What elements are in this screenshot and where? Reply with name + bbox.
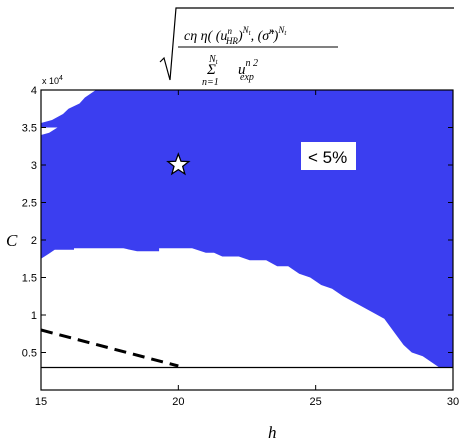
x-tick-label: 25 — [310, 396, 322, 408]
x-axis-label: h — [268, 423, 277, 442]
y-tick-label: 0.5 — [22, 348, 37, 360]
y-tick-label: 2 — [31, 235, 37, 247]
title-close-paren-2: ) — [273, 29, 279, 44]
x-tick-label: 30 — [447, 396, 459, 408]
x-tick-label: 20 — [172, 396, 184, 408]
y-tick-label: 1 — [31, 310, 37, 322]
title-n-sup-2: n — [269, 26, 274, 36]
left-notch — [41, 127, 58, 135]
y-tick-label: 1.5 — [22, 273, 37, 285]
title-hr-sub: HR — [225, 36, 238, 46]
title-u-exp: un 2 exp — [238, 58, 258, 83]
y-axis: 0.5 1 1.5 2 2.5 3 3.5 4 — [22, 85, 453, 360]
star-marker — [166, 152, 191, 176]
chart-title: cη η( (un HR)Nt, (σ̂n)Nt Nt Σ n=1 un 2 exp — [159, 7, 454, 88]
y-tick-label: 2.5 — [22, 198, 37, 210]
x-axis: 15 20 25 30 — [35, 90, 459, 408]
title-comma: , — [251, 29, 258, 44]
title-sum-upper: Nt — [208, 54, 219, 66]
annotation-background — [301, 142, 356, 170]
y-tick-label: 3 — [31, 160, 37, 172]
title-t-sub-1: t — [249, 29, 252, 37]
y-tick-label: 4 — [31, 85, 37, 97]
title-nt-sup-1: N — [242, 25, 250, 35]
y-axis-label: C — [6, 231, 18, 250]
title-c-eta: cη η( (u — [184, 29, 227, 44]
upper-left-notch — [41, 90, 96, 123]
plot-area — [41, 90, 453, 369]
y-tick-label: 3.5 — [22, 123, 37, 135]
annotation-text: < 5% — [308, 148, 347, 167]
y-multiplier: x 104 — [42, 75, 63, 86]
title-nt-sup-2: N — [277, 25, 285, 35]
dashed-line — [41, 328, 179, 368]
annotation-box: < 5% — [301, 142, 356, 170]
title-sum-lower: n=1 — [202, 77, 219, 88]
title-sum-sign: Σ — [206, 62, 216, 78]
x-tick-label: 15 — [35, 396, 47, 408]
title-numerator: cη η( (un HR)Nt, (σ̂n)Nt — [184, 25, 287, 46]
blue-region — [41, 90, 453, 368]
title-t-sub-2: t — [284, 29, 287, 37]
sqrt-sign — [159, 7, 454, 81]
title-close-paren: ) — [237, 29, 243, 44]
title-n-sup: n — [227, 26, 232, 36]
